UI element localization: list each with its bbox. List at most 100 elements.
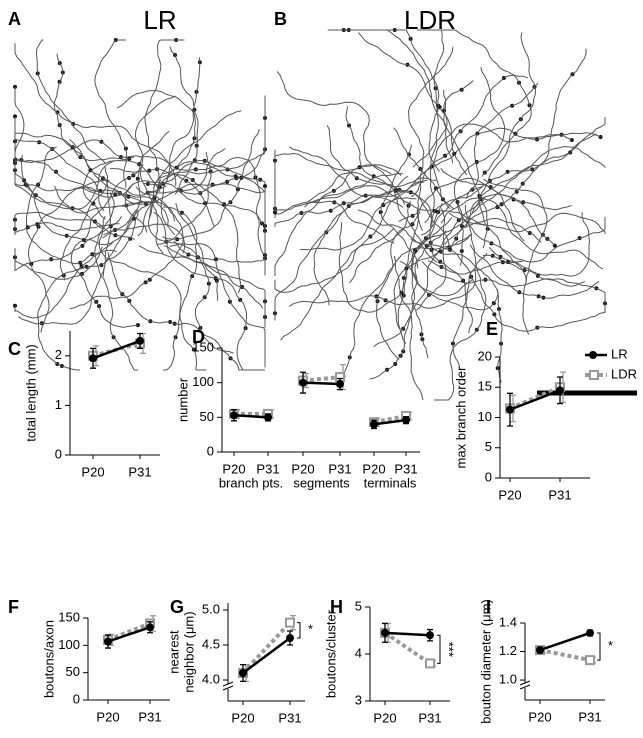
neuron-trace: [444, 193, 572, 245]
marker: [299, 378, 307, 387]
series-line: [302, 375, 341, 383]
neuron-trace: [411, 74, 529, 198]
neuron-trace: [169, 243, 266, 368]
x-tick-label: P31: [128, 464, 151, 479]
neuron-trace: [76, 186, 169, 226]
axis-break: [520, 683, 530, 688]
marker: [586, 628, 594, 637]
marker: [556, 386, 564, 395]
y-tick-label: 50: [200, 409, 214, 424]
y-tick-label: 10: [478, 409, 492, 424]
legend-label: LDR: [611, 366, 637, 381]
y-tick-label: 15: [478, 379, 492, 394]
x-tick-label: P31: [256, 461, 279, 476]
neuron-trace: [162, 129, 260, 240]
significance-bracket: [597, 632, 601, 661]
marker: [146, 623, 154, 632]
panel-letter: C: [8, 339, 21, 359]
neuron-trace: [274, 171, 437, 219]
y-axis-label: number: [175, 377, 190, 422]
panel-letter: H: [330, 597, 343, 617]
x-tick-label: P20: [81, 464, 104, 479]
neuron-trace: [163, 206, 207, 371]
neuron-trace: [483, 178, 548, 335]
group-label: branch pts.: [219, 475, 283, 490]
neuron-trace: [300, 197, 417, 251]
neuron-trace: [176, 187, 242, 294]
neuron-trace: [413, 145, 606, 256]
neuron-trace: [408, 46, 454, 231]
neuron-trace: [69, 139, 143, 202]
panel-letter: F: [8, 597, 19, 617]
marker: [370, 420, 378, 429]
neuron-trace: [156, 152, 212, 245]
neuron-trace: [37, 210, 139, 371]
neuron-trace: [53, 53, 135, 162]
neuron-trace: [112, 129, 266, 209]
neuron-trace: [142, 159, 266, 236]
series-line: [241, 621, 292, 675]
neuron-trace: [432, 123, 573, 210]
y-tick-label: 5.0: [202, 601, 220, 616]
panel-letter: I: [486, 597, 491, 617]
neuron-trace: [326, 124, 451, 252]
neuron-trace: [175, 202, 219, 301]
neuron-trace: [471, 117, 606, 213]
neuron-trace: [14, 43, 177, 187]
neuron-trace: [14, 86, 104, 230]
series-line: [107, 621, 151, 642]
panel-letter: A: [8, 9, 21, 29]
axis-break: [222, 685, 234, 691]
neuron-trace: [469, 244, 600, 299]
series-line: [539, 648, 591, 663]
legend-label: LR: [611, 346, 628, 361]
marker: [402, 416, 410, 425]
y-tick-label: 100: [192, 374, 214, 389]
neuron-trace: [416, 29, 445, 224]
neuron-trace: [103, 130, 170, 236]
neuron-trace: [109, 168, 215, 227]
neuron-trace: [288, 268, 477, 309]
series-line: [92, 339, 141, 360]
neuron-trace: [98, 215, 182, 371]
marker: [286, 634, 294, 642]
neuron-trace: [59, 166, 109, 281]
neuron-trace: [165, 46, 195, 180]
y-axis-label: boutons/cluster: [323, 609, 338, 698]
neuron-trace: [393, 234, 471, 344]
neuron-trace: [398, 177, 525, 242]
series-line: [233, 414, 269, 419]
neuron-trace: [309, 173, 403, 203]
neuron-trace: [369, 202, 443, 380]
y-axis-label: max branch order: [453, 366, 468, 469]
y-axis-label: neighbor (μm): [181, 611, 196, 692]
neuron-trace: [14, 246, 103, 280]
neuron-trace: [147, 179, 234, 354]
marker: [425, 658, 435, 669]
neuron-trace: [27, 179, 110, 333]
panel-title: LR: [143, 5, 176, 35]
neuron-trace: [452, 252, 488, 368]
neuron-trace: [276, 71, 406, 205]
x-tick-label: P20: [291, 461, 314, 476]
x-tick-label: P31: [278, 710, 301, 725]
series-line: [384, 631, 431, 637]
marker: [585, 655, 595, 666]
y-tick-label: 150: [192, 339, 214, 354]
neuron-trace: [411, 230, 447, 359]
series-line: [242, 636, 291, 675]
series-line: [302, 381, 341, 386]
neuron-trace: [358, 32, 468, 176]
neuron-trace: [488, 212, 591, 277]
neuron-trace: [153, 211, 265, 371]
neuron-trace: [107, 251, 248, 371]
x-tick-label: P20: [222, 461, 245, 476]
neuron-trace: [94, 39, 128, 188]
neuron-trace: [327, 29, 454, 164]
neuron-trace: [478, 184, 527, 282]
neuron-trace: [26, 146, 117, 265]
x-tick-label: P31: [138, 709, 161, 724]
neuron-trace: [412, 80, 474, 168]
neuron-trace: [14, 222, 120, 235]
y-tick-label: 4.5: [202, 636, 220, 651]
